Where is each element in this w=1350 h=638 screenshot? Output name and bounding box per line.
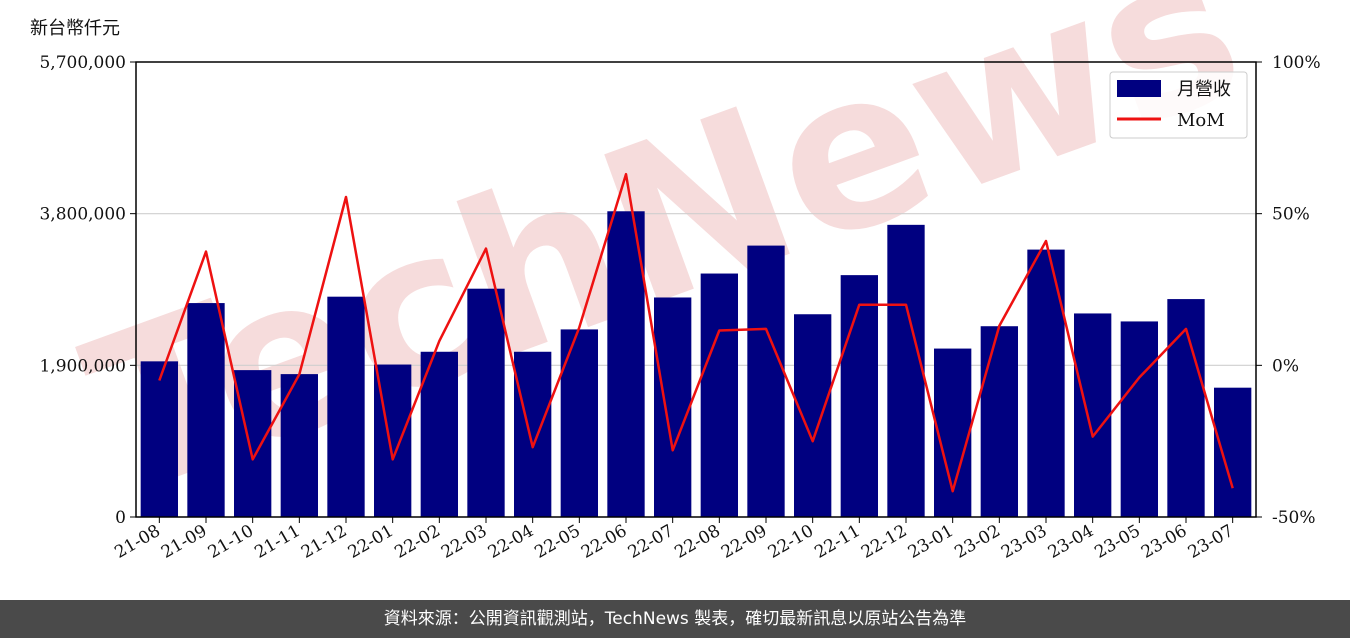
revenue-bar [327,296,365,517]
revenue-bar [700,273,738,517]
legend: 月營收 MoM [1109,71,1248,139]
x-tick-label: 22-01 [345,521,397,563]
x-tick-label: 23-02 [951,521,1003,563]
line-series [158,172,1234,493]
x-tick-label: 23-01 [905,521,957,563]
revenue-bar [980,326,1018,517]
x-tick-label: 23-05 [1091,521,1143,563]
revenue-bar [1214,387,1252,517]
right-tick-label: -50% [1272,508,1316,528]
x-tick-label: 23-06 [1138,521,1190,563]
plot-frame [135,61,1257,518]
revenue-bar [1074,313,1112,517]
revenue-bar [420,351,458,517]
legend-label-revenue: 月營收 [1177,79,1231,100]
x-tick-label: 22-11 [811,521,863,563]
revenue-bar [794,314,832,517]
x-tick-label: 22-02 [391,521,443,563]
x-tick-label: 22-07 [625,521,677,563]
revenue-bar [1120,321,1158,517]
legend-bar-swatch [1117,80,1161,97]
grid-lines [136,213,1256,366]
revenue-bar [1167,299,1205,517]
revenue-bar [654,297,692,517]
revenue-bar [747,245,785,517]
x-tick-label: 23-07 [1185,521,1237,563]
revenue-bar [607,211,645,518]
x-tick-label: 21-11 [251,521,303,563]
revenue-bar [887,224,925,517]
revenue-bar [187,303,225,517]
x-tick-label: 22-10 [765,521,817,563]
x-tick-label: 21-10 [205,521,257,563]
right-tick-label: 0% [1272,356,1299,376]
mom-line [158,172,1234,493]
bar-series [140,211,1252,518]
left-axis-unit-label: 新台幣仟元 [30,18,120,39]
revenue-bar [514,351,552,517]
x-tick-label: 22-09 [718,521,770,563]
legend-label-mom: MoM [1177,110,1225,131]
x-tick-label: 22-06 [578,521,630,563]
revenue-bar [280,374,318,517]
left-tick-label: 3,800,000 [39,205,126,225]
left-tick-label: 5,700,000 [39,53,126,73]
revenue-chart: TechNews 5,700,0003,800,0001,900,0000100… [39,0,1321,563]
x-tick-label: 22-08 [671,521,723,563]
revenue-bar [140,361,178,517]
revenue-bar [467,288,505,517]
x-tick-label: 22-05 [531,521,583,563]
x-tick-label: 23-03 [998,521,1050,563]
left-tick-label: 1,900,000 [39,356,126,376]
source-footer: 資料來源：公開資訊觀測站，TechNews 製表，確切最新訊息以原站公告為準 [0,600,1350,638]
x-tick-label: 22-03 [438,521,490,563]
x-tick-label: 22-12 [858,521,910,563]
right-tick-label: 100% [1272,53,1321,73]
revenue-bar [1027,249,1065,518]
left-tick-label: 0 [115,508,126,528]
revenue-bar [840,275,878,517]
x-tick-label: 22-04 [485,521,537,563]
revenue-bar [234,370,272,517]
x-tick-label: 21-12 [298,521,350,563]
x-tick-label: 23-04 [1045,521,1097,563]
right-tick-label: 50% [1272,205,1310,225]
